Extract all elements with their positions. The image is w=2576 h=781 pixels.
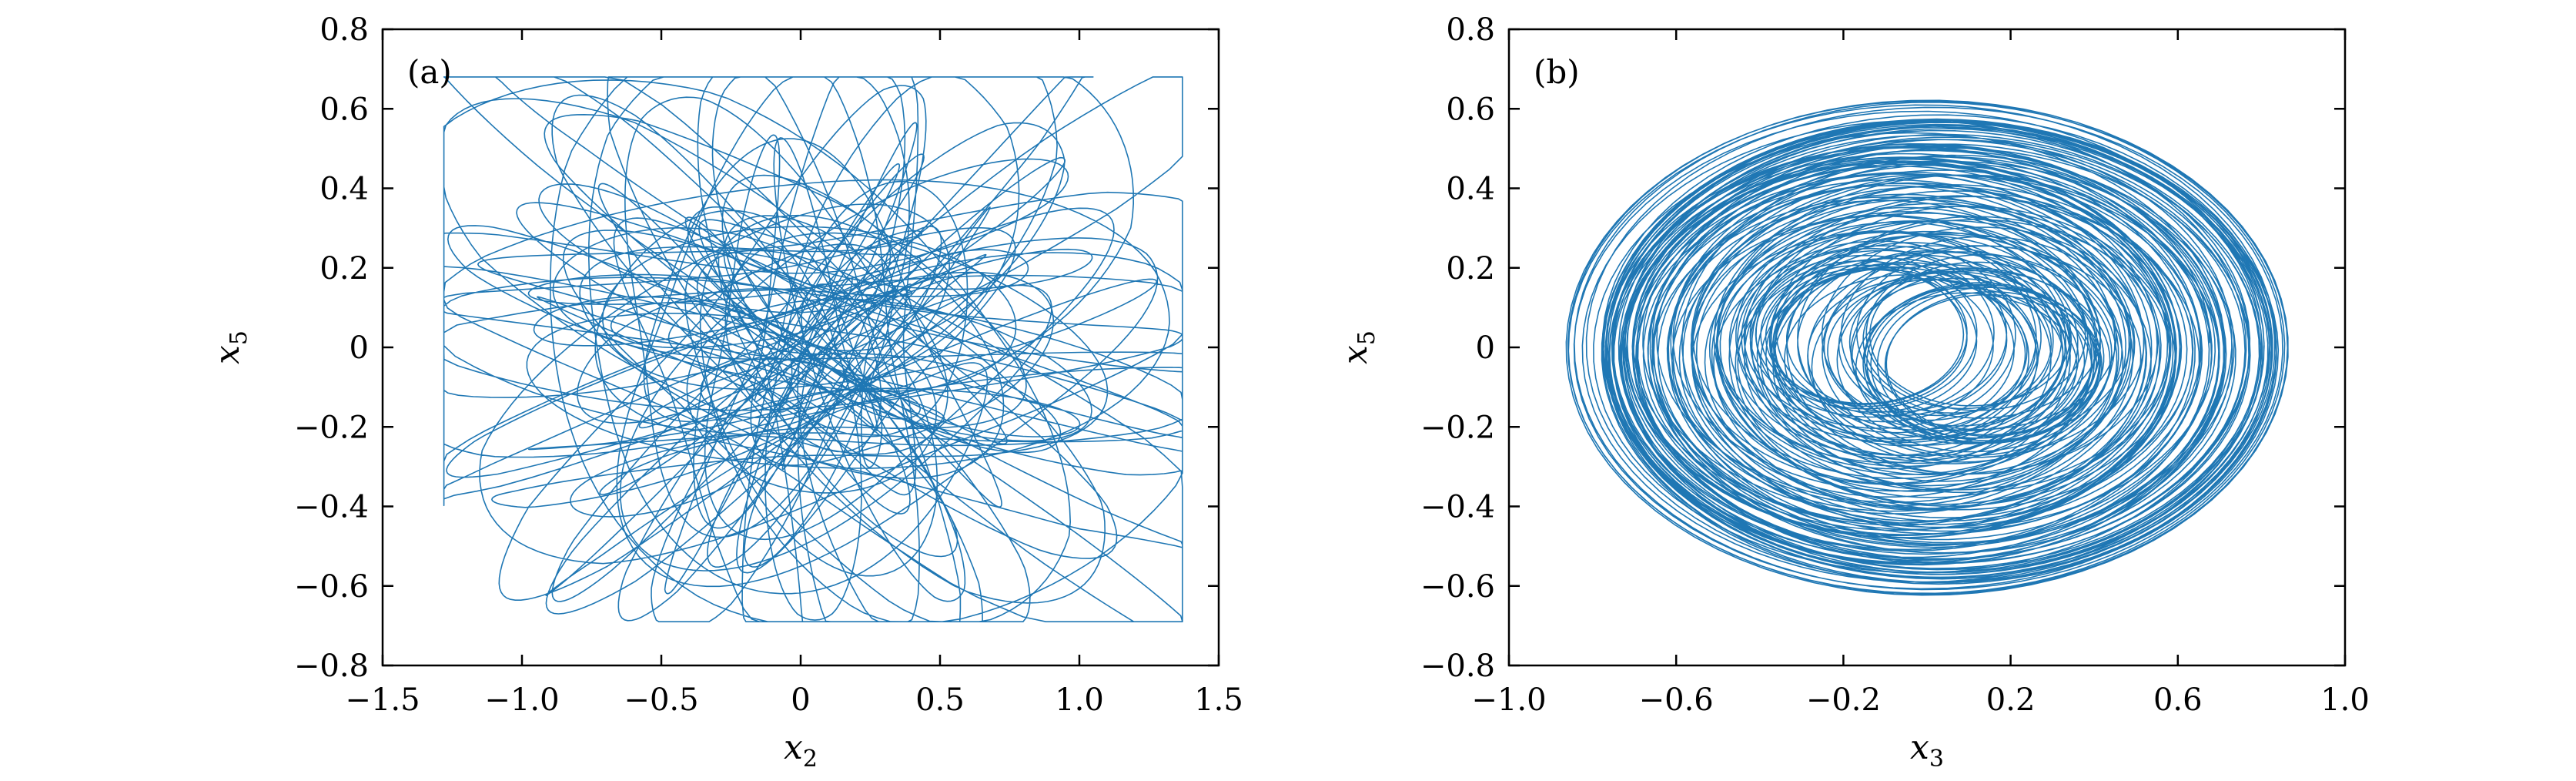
x-tick-label: −0.2 bbox=[1806, 682, 1881, 718]
y-tick-label: 0.2 bbox=[1446, 251, 1495, 287]
y-tick-label: −0.8 bbox=[294, 649, 369, 684]
y-axis-label: x5 bbox=[1336, 330, 1380, 364]
chart-panel-b: −1.0 −0.6 −0.2 0.2 0.6 1.0 −0.8 −0.6 −0.4 −0.2 0 0.… bbox=[1336, 12, 2370, 773]
x-tick-label: 0.5 bbox=[915, 682, 965, 718]
x-axis-label: x2 bbox=[784, 728, 818, 773]
trajectory-line bbox=[1565, 99, 2289, 596]
y-tick-label: 0.4 bbox=[319, 172, 369, 207]
y-tick-label: 0.6 bbox=[319, 92, 369, 127]
trajectory-line bbox=[443, 76, 1183, 622]
y-tick-label: −0.4 bbox=[294, 490, 369, 525]
chart-panel-a: −1.5 −1.0 −0.5 0 0.5 1.0 1.5 −0.8 −0.6 −0.4 −0.2 0 0… bbox=[208, 12, 1243, 773]
y-axis-label: x5 bbox=[208, 330, 253, 364]
x-tick-label: 1.5 bbox=[1194, 682, 1243, 718]
x-tick-label: 1.0 bbox=[2320, 682, 2370, 718]
x-tick-label: −1.5 bbox=[345, 682, 420, 718]
y-tick-label: −0.2 bbox=[294, 410, 369, 445]
y-tick-label: 0.4 bbox=[1446, 172, 1495, 207]
x-tick-label: −0.6 bbox=[1639, 682, 1714, 718]
y-tick-label: −0.8 bbox=[1420, 649, 1495, 684]
x-tick-label: −1.0 bbox=[1471, 682, 1546, 718]
y-tick-label: −0.6 bbox=[294, 569, 369, 605]
panel-label: (b) bbox=[1534, 53, 1580, 91]
y-tick-label: 0 bbox=[1476, 330, 1495, 366]
x-tick-label: 0 bbox=[791, 682, 810, 718]
x-tick-label: −1.0 bbox=[484, 682, 559, 718]
y-tick-label: −0.2 bbox=[1420, 410, 1495, 445]
x-axis-label: x3 bbox=[1910, 728, 1944, 773]
x-tick-label: 0.6 bbox=[2153, 682, 2203, 718]
y-tick-label: 0.2 bbox=[319, 251, 369, 287]
y-tick-label: 0.8 bbox=[319, 12, 369, 48]
y-tick-label: −0.6 bbox=[1420, 569, 1495, 605]
x-tick-label: 0.2 bbox=[1986, 682, 2036, 718]
y-tick-label: 0.8 bbox=[1446, 12, 1495, 48]
y-tick-label: 0.6 bbox=[1446, 92, 1495, 127]
x-tick-label: −0.5 bbox=[624, 682, 698, 718]
y-tick-label: −0.4 bbox=[1420, 490, 1495, 525]
x-tick-label: 1.0 bbox=[1055, 682, 1104, 718]
y-tick-label: 0 bbox=[350, 330, 369, 366]
panel-label: (a) bbox=[407, 53, 452, 91]
